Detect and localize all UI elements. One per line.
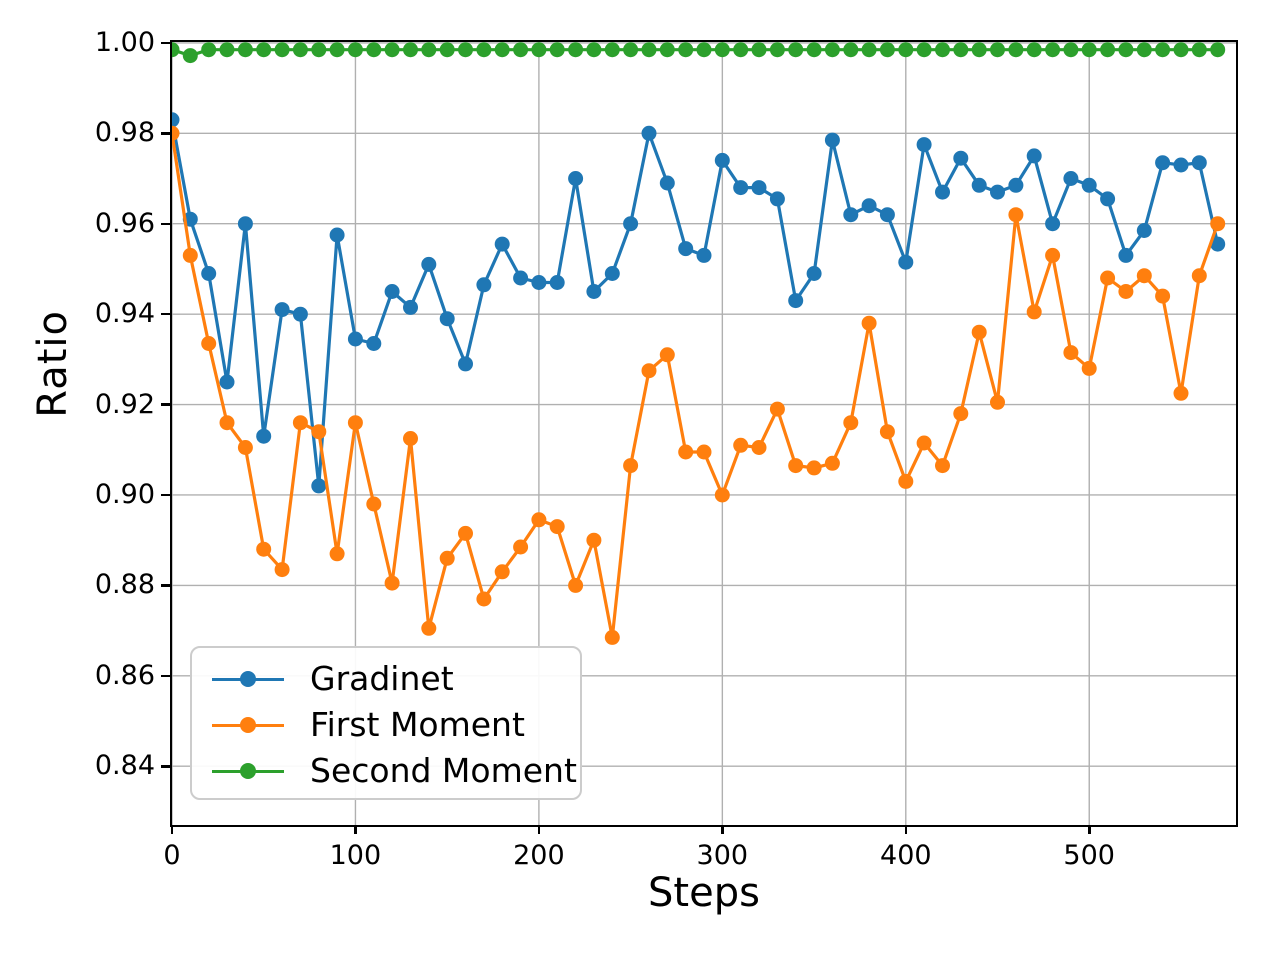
gradinet-line-marker-icon xyxy=(212,670,284,688)
y-tick-label: 0.86 xyxy=(94,659,155,691)
x-tick-mark xyxy=(354,825,357,834)
x-tick-label: 500 xyxy=(1063,840,1115,871)
plot-area: Gradinet First Moment Second Moment xyxy=(170,40,1238,827)
y-tick-mark xyxy=(161,493,170,497)
y-tick-label: 1.00 xyxy=(94,26,155,58)
x-tick-mark xyxy=(537,825,541,834)
legend-label-second-moment: Second Moment xyxy=(310,751,577,790)
y-tick-label: 0.94 xyxy=(94,298,155,330)
x-tick-mark xyxy=(721,825,724,834)
legend-item-second-moment: Second Moment xyxy=(212,748,580,794)
y-tick-mark xyxy=(161,403,170,406)
chart-canvas xyxy=(172,42,1236,825)
y-tick-label: 0.96 xyxy=(94,207,155,239)
legend-item-gradinet: Gradinet xyxy=(212,656,580,702)
x-tick-label: 0 xyxy=(163,840,181,871)
legend: Gradinet First Moment Second Moment xyxy=(190,646,582,800)
y-tick-mark xyxy=(161,222,170,225)
y-tick-mark xyxy=(161,674,170,678)
second-moment-line-marker-icon xyxy=(212,762,284,780)
y-tick-mark xyxy=(161,41,170,45)
x-tick-mark xyxy=(170,825,174,834)
x-tick-mark xyxy=(904,825,907,834)
y-tick-mark xyxy=(161,765,170,768)
y-axis-label: Ratio xyxy=(30,310,76,418)
y-tick-label: 0.88 xyxy=(94,569,155,601)
y-tick-label: 0.98 xyxy=(94,117,155,149)
x-axis-label: Steps xyxy=(648,870,760,916)
x-tick-label: 400 xyxy=(880,840,932,871)
legend-item-first-moment: First Moment xyxy=(212,702,580,748)
legend-label-first-moment: First Moment xyxy=(310,705,525,744)
y-tick-label: 0.84 xyxy=(94,750,155,782)
x-tick-mark xyxy=(1088,825,1091,834)
y-tick-label: 0.92 xyxy=(94,388,155,420)
y-tick-mark xyxy=(161,312,170,316)
y-tick-mark xyxy=(161,584,170,587)
x-tick-label: 100 xyxy=(329,840,382,871)
x-tick-label: 300 xyxy=(696,840,749,871)
legend-label-gradinet: Gradinet xyxy=(310,659,454,698)
first-moment-line-marker-icon xyxy=(212,716,284,734)
x-tick-label: 200 xyxy=(513,840,565,871)
y-tick-label: 0.90 xyxy=(94,479,155,510)
y-tick-mark xyxy=(161,132,170,135)
